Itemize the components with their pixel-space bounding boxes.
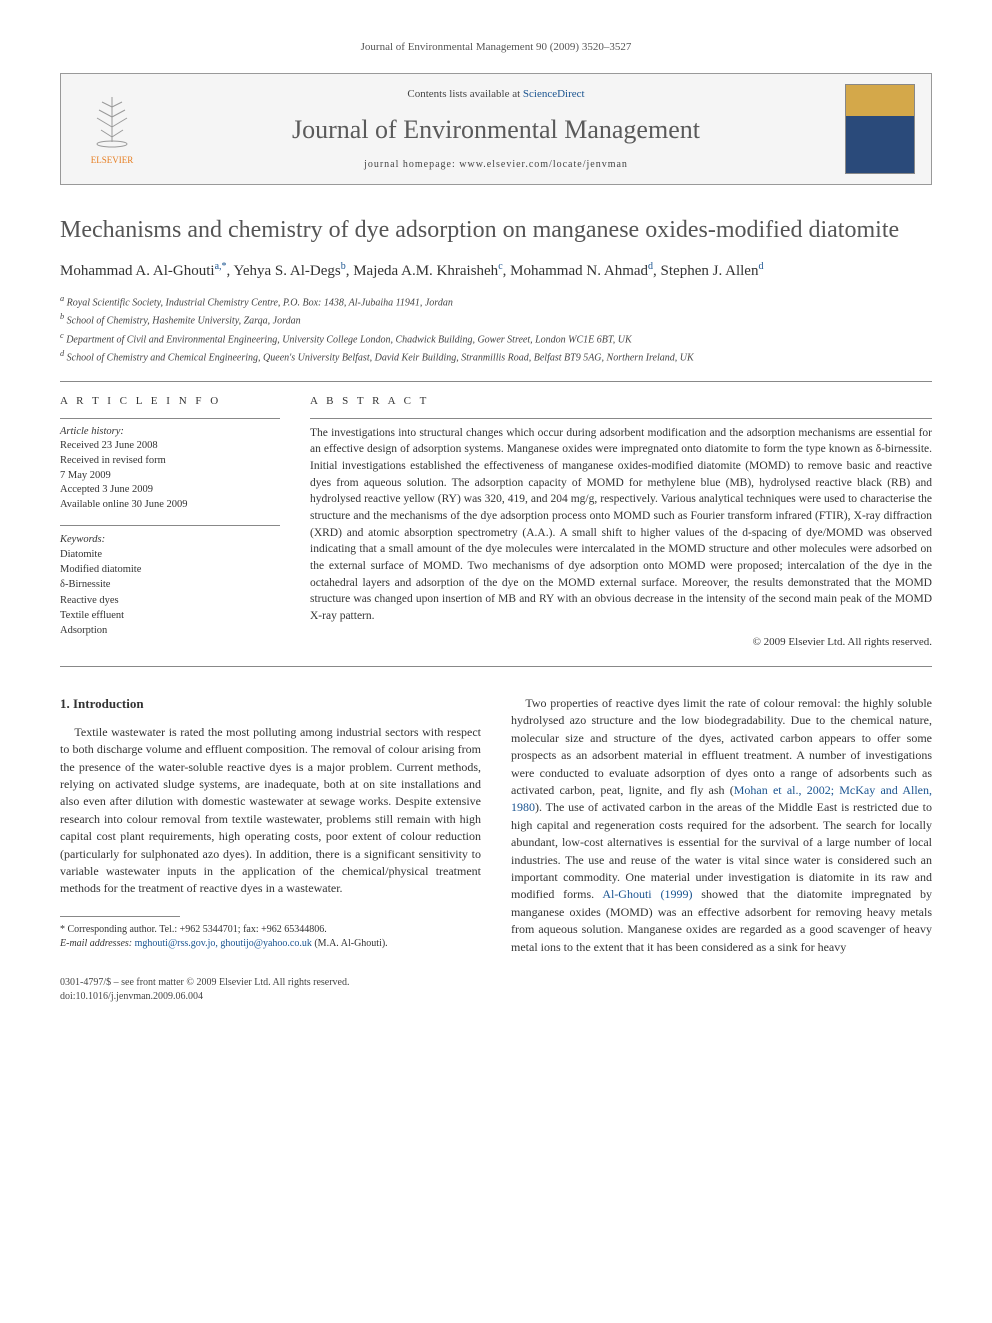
author: Mohammad N. Ahmad <box>510 263 648 279</box>
aff-text: School of Chemistry, Hashemite Universit… <box>67 316 301 327</box>
affiliation: b School of Chemistry, Hashemite Univers… <box>60 311 932 328</box>
divider <box>60 666 932 667</box>
keyword: Reactive dyes <box>60 595 119 606</box>
email-addresses[interactable]: mghouti@rss.gov.jo, ghoutijo@yahoo.co.uk <box>135 938 312 949</box>
aff-tag: a <box>60 294 64 303</box>
author-sup: a,* <box>215 261 227 272</box>
section-heading: 1. Introduction <box>60 695 481 714</box>
abstract-label: A B S T R A C T <box>310 394 932 409</box>
email-suffix: (M.A. Al-Ghouti). <box>312 938 388 949</box>
abstract-column: A B S T R A C T The investigations into … <box>310 394 932 650</box>
sciencedirect-link[interactable]: ScienceDirect <box>523 88 585 100</box>
homepage-url[interactable]: www.elsevier.com/locate/jenvman <box>459 159 628 170</box>
aff-text: Department of Civil and Environmental En… <box>66 334 631 345</box>
contents-available-line: Contents lists available at ScienceDirec… <box>147 87 845 102</box>
email-line: E-mail addresses: mghouti@rss.gov.jo, gh… <box>60 937 481 951</box>
history-line: Accepted 3 June 2009 <box>60 484 153 495</box>
keywords: Keywords: Diatomite Modified diatomite δ… <box>60 525 280 639</box>
doi-line: doi:10.1016/j.jenvman.2009.06.004 <box>60 990 932 1004</box>
corresponding-line: * Corresponding author. Tel.: +962 53447… <box>60 923 481 937</box>
keyword: Adsorption <box>60 625 107 636</box>
author: Majeda A.M. Khraisheh <box>353 263 498 279</box>
elsevier-tree-icon <box>87 92 137 152</box>
publisher-name: ELSEVIER <box>91 154 134 167</box>
article-title: Mechanisms and chemistry of dye adsorpti… <box>60 215 932 245</box>
abstract-text: The investigations into structural chang… <box>310 418 932 625</box>
email-label: E-mail addresses: <box>60 938 132 949</box>
body-column-right: Two properties of reactive dyes limit th… <box>511 695 932 956</box>
history-line: Received in revised form <box>60 455 166 466</box>
affiliation: d School of Chemistry and Chemical Engin… <box>60 348 932 365</box>
citation-link[interactable]: Al-Ghouti (1999) <box>602 887 692 901</box>
keyword: Diatomite <box>60 549 102 560</box>
homepage-line: journal homepage: www.elsevier.com/locat… <box>147 158 845 172</box>
article-info-column: A R T I C L E I N F O Article history: R… <box>60 394 280 650</box>
article-info-label: A R T I C L E I N F O <box>60 394 280 409</box>
aff-tag: d <box>60 349 64 358</box>
body-text: Two properties of reactive dyes limit th… <box>511 696 932 797</box>
keyword: Modified diatomite <box>60 564 141 575</box>
info-abstract-row: A R T I C L E I N F O Article history: R… <box>60 394 932 650</box>
footnote-separator <box>60 916 180 917</box>
journal-reference: Journal of Environmental Management 90 (… <box>60 40 932 55</box>
aff-text: Royal Scientific Society, Industrial Che… <box>67 297 453 308</box>
abstract-copyright: © 2009 Elsevier Ltd. All rights reserved… <box>310 635 932 650</box>
author-sup: c <box>498 261 502 272</box>
history-line: Received 23 June 2008 <box>60 440 158 451</box>
aff-text: School of Chemistry and Chemical Enginee… <box>67 352 694 363</box>
keyword: Textile effluent <box>60 610 124 621</box>
header-center: Contents lists available at ScienceDirec… <box>147 87 845 173</box>
authors-line: Mohammad A. Al-Ghoutia,*, Yehya S. Al-De… <box>60 259 932 283</box>
body-column-left: 1. Introduction Textile wastewater is ra… <box>60 695 481 956</box>
author-sup: d <box>648 261 653 272</box>
affiliation: c Department of Civil and Environmental … <box>60 330 932 347</box>
aff-tag: c <box>60 331 64 340</box>
history-line: Available online 30 June 2009 <box>60 499 188 510</box>
body-columns: 1. Introduction Textile wastewater is ra… <box>60 695 932 956</box>
publisher-logo: ELSEVIER <box>77 84 147 174</box>
author-sup: d <box>758 261 763 272</box>
article-history: Article history: Received 23 June 2008 R… <box>60 418 280 513</box>
divider <box>60 381 932 382</box>
contents-prefix: Contents lists available at <box>407 88 522 100</box>
author: Stephen J. Allen <box>661 263 759 279</box>
history-line: 7 May 2009 <box>60 470 111 481</box>
journal-header: ELSEVIER Contents lists available at Sci… <box>60 73 932 185</box>
body-paragraph: Two properties of reactive dyes limit th… <box>511 695 932 956</box>
affiliations: a Royal Scientific Society, Industrial C… <box>60 293 932 365</box>
homepage-prefix: journal homepage: <box>364 159 459 170</box>
affiliation: a Royal Scientific Society, Industrial C… <box>60 293 932 310</box>
body-paragraph: Textile wastewater is rated the most pol… <box>60 724 481 898</box>
author-sup: b <box>341 261 346 272</box>
footer-metadata: 0301-4797/$ – see front matter © 2009 El… <box>60 976 932 1004</box>
keywords-label: Keywords: <box>60 534 105 545</box>
author: Mohammad A. Al-Ghouti <box>60 263 215 279</box>
aff-tag: b <box>60 312 64 321</box>
corresponding-author-footnote: * Corresponding author. Tel.: +962 53447… <box>60 923 481 951</box>
author: Yehya S. Al-Degs <box>233 263 340 279</box>
keyword: δ-Birnessite <box>60 579 110 590</box>
journal-title: Journal of Environmental Management <box>147 112 845 148</box>
history-label: Article history: <box>60 426 124 437</box>
front-matter-line: 0301-4797/$ – see front matter © 2009 El… <box>60 976 932 990</box>
journal-cover-thumbnail <box>845 84 915 174</box>
